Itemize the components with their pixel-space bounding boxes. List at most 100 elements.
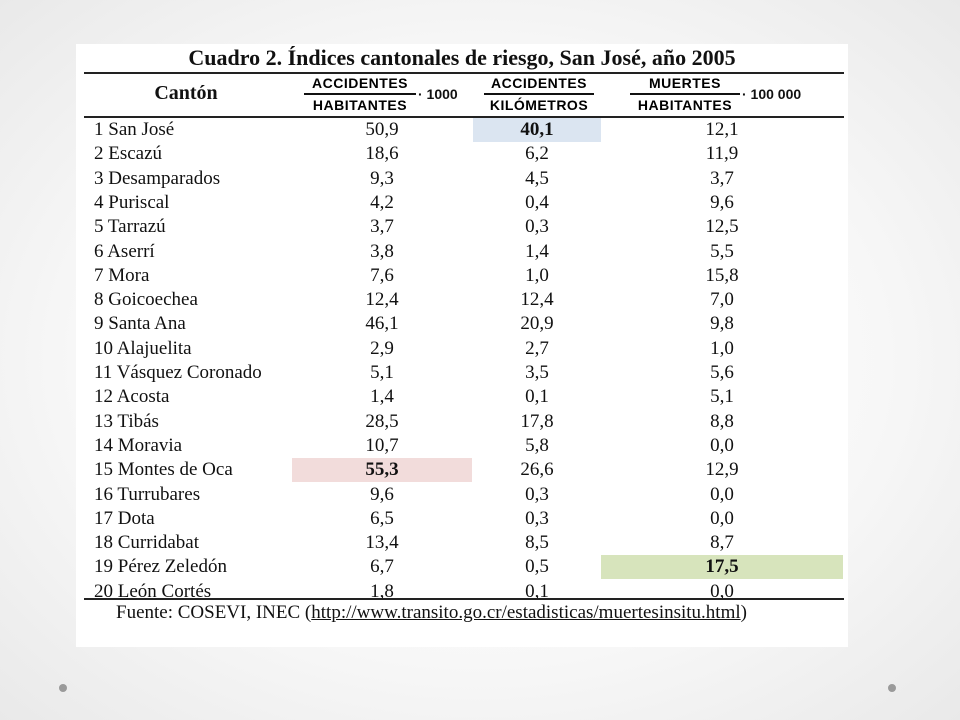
cell-accidents-per-inhabitants: 46,1 xyxy=(365,313,399,335)
source-suffix: ) xyxy=(740,602,747,623)
cell-deaths-per-inhabitants: 17,5 xyxy=(601,555,843,580)
cell-accidents-per-km: 0,4 xyxy=(525,191,549,213)
header-col-c-numerator: MUERTES xyxy=(649,75,721,91)
cell-accidents-per-inhabitants: 6,7 xyxy=(370,556,394,578)
cell-accidents-per-inhabitants: 9,3 xyxy=(370,167,394,189)
table-row: 6 Aserrí 3,8 1,4 5,5 xyxy=(76,240,848,264)
cell-deaths-per-inhabitants: 0,0 xyxy=(710,507,734,529)
cell-accidents-per-inhabitants: 28,5 xyxy=(365,410,399,432)
table-row: 5 Tarrazú 3,7 0,3 12,5 xyxy=(76,215,848,239)
fraction-bar xyxy=(304,93,416,95)
cell-accidents-per-km: 0,1 xyxy=(525,580,549,602)
cell-accidents-per-km: 17,8 xyxy=(520,410,554,432)
cell-deaths-per-inhabitants: 15,8 xyxy=(705,264,739,286)
cell-canton: 16 Turrubares xyxy=(94,483,201,505)
cell-deaths-per-inhabitants: 5,5 xyxy=(710,240,734,262)
cell-accidents-per-km: 20,9 xyxy=(520,313,554,335)
cell-accidents-per-km: 0,3 xyxy=(525,507,549,529)
cell-accidents-per-inhabitants: 3,8 xyxy=(370,240,394,262)
cell-deaths-per-inhabitants: 5,1 xyxy=(710,386,734,408)
header-canton: Cantón xyxy=(154,82,218,104)
source-prefix: Fuente: COSEVI, INEC ( xyxy=(116,602,312,623)
header-col-c: MUERTES HABITANTES xyxy=(630,74,740,114)
cell-deaths-per-inhabitants: 1,0 xyxy=(710,337,734,359)
cell-canton: 20 León Cortés xyxy=(94,580,212,602)
cell-accidents-per-inhabitants: 13,4 xyxy=(365,532,399,554)
header-col-c-multiplier: · 100 000 xyxy=(742,86,802,102)
cell-deaths-per-inhabitants: 9,8 xyxy=(710,313,734,335)
cell-accidents-per-inhabitants: 9,6 xyxy=(370,483,394,505)
table-row: 8 Goicoechea 12,4 12,4 7,0 xyxy=(76,288,848,312)
cell-deaths-per-inhabitants: 7,0 xyxy=(710,289,734,311)
cell-canton: 7 Mora xyxy=(94,264,150,286)
table-row: 2 Escazú 18,6 6,2 11,9 xyxy=(76,142,848,166)
table-row: 3 Desamparados 9,3 4,5 3,7 xyxy=(76,167,848,191)
cell-canton: 9 Santa Ana xyxy=(94,313,186,335)
cell-canton: 4 Puriscal xyxy=(94,191,170,213)
header-rule xyxy=(84,116,844,118)
cell-accidents-per-inhabitants: 1,8 xyxy=(370,580,394,602)
table-row: 15 Montes de Oca 55,3 26,6 12,9 xyxy=(76,458,848,483)
cell-canton: 11 Vásquez Coronado xyxy=(94,362,262,383)
cell-accidents-per-inhabitants: 2,9 xyxy=(370,337,394,359)
cell-accidents-per-km: 2,7 xyxy=(525,337,549,359)
table-row: 7 Mora 7,6 1,0 15,8 xyxy=(76,264,848,288)
cell-canton: 6 Aserrí xyxy=(94,240,155,262)
header-col-c-denominator: HABITANTES xyxy=(637,97,733,113)
cell-accidents-per-inhabitants: 6,5 xyxy=(370,507,394,529)
slide-dot-left xyxy=(59,684,67,692)
cell-accidents-per-inhabitants: 1,4 xyxy=(370,386,394,408)
cell-accidents-per-km: 40,1 xyxy=(473,118,601,142)
cell-canton: 12 Acosta xyxy=(94,386,170,408)
table-row: 11 Vásquez Coronado 5,1 3,5 5,6 xyxy=(76,361,848,385)
slide-dot-right xyxy=(888,684,896,692)
cell-accidents-per-km: 4,5 xyxy=(525,167,549,189)
table-title: Cuadro 2. Índices cantonales de riesgo, … xyxy=(188,45,736,70)
cell-accidents-per-km: 1,4 xyxy=(525,240,549,262)
table-row: 19 Pérez Zeledón 6,7 0,5 17,5 xyxy=(76,555,848,580)
table-row: 17 Dota 6,5 0,3 0,0 xyxy=(76,507,848,531)
cell-canton: 18 Curridabat xyxy=(94,532,200,554)
cell-canton: 17 Dota xyxy=(94,507,155,529)
header-col-b: ACCIDENTES KILÓMETROS xyxy=(484,74,594,114)
cell-deaths-per-inhabitants: 0,0 xyxy=(710,483,734,505)
cell-accidents-per-km: 8,5 xyxy=(525,532,549,554)
source-link[interactable]: http://www.transito.go.cr/estadisticas/m… xyxy=(311,602,741,623)
table-row: 10 Alajuelita 2,9 2,7 1,0 xyxy=(76,337,848,361)
header-col-a-denominator: HABITANTES xyxy=(312,97,408,113)
cell-accidents-per-km: 12,4 xyxy=(520,289,554,311)
table-row: 12 Acosta 1,4 0,1 5,1 xyxy=(76,385,848,409)
cell-accidents-per-km: 26,6 xyxy=(520,459,554,481)
cell-canton: 15 Montes de Oca xyxy=(94,459,233,481)
header-col-a-multiplier: · 1000 xyxy=(418,86,458,102)
cell-canton: 19 Pérez Zeledón xyxy=(94,556,227,578)
title-rule xyxy=(84,72,844,74)
cell-deaths-per-inhabitants: 5,6 xyxy=(710,362,734,383)
cell-deaths-per-inhabitants: 8,8 xyxy=(710,410,734,432)
table-row: 13 Tibás 28,5 17,8 8,8 xyxy=(76,410,848,434)
cell-accidents-per-inhabitants: 50,9 xyxy=(365,119,399,140)
cell-accidents-per-km: 5,8 xyxy=(525,434,549,456)
table-row: 18 Curridabat 13,4 8,5 8,7 xyxy=(76,531,848,555)
cell-accidents-per-inhabitants: 7,6 xyxy=(370,264,394,286)
table-row: 9 Santa Ana 46,1 20,9 9,8 xyxy=(76,312,848,336)
fraction-bar xyxy=(630,93,740,95)
table-row: 4 Puriscal 4,2 0,4 9,6 xyxy=(76,191,848,215)
cell-accidents-per-inhabitants: 18,6 xyxy=(365,143,399,165)
table-row: 16 Turrubares 9,6 0,3 0,0 xyxy=(76,483,848,507)
cell-deaths-per-inhabitants: 8,7 xyxy=(710,532,734,554)
header-col-a-numerator: ACCIDENTES xyxy=(311,75,408,91)
fraction-bar xyxy=(484,93,594,95)
cell-accidents-per-inhabitants: 55,3 xyxy=(292,458,472,483)
cell-deaths-per-inhabitants: 12,1 xyxy=(705,119,739,140)
cell-accidents-per-inhabitants: 12,4 xyxy=(365,289,399,311)
cell-canton: 1 San José xyxy=(94,119,175,140)
cell-accidents-per-km: 3,5 xyxy=(525,362,549,383)
footer-rule xyxy=(84,598,844,600)
cell-canton: 10 Alajuelita xyxy=(94,337,192,359)
cell-accidents-per-km: 0,1 xyxy=(525,386,549,408)
cell-deaths-per-inhabitants: 0,0 xyxy=(710,580,734,602)
table-row: 1 San José 50,9 40,1 12,1 xyxy=(76,118,848,142)
cell-canton: 8 Goicoechea xyxy=(94,289,198,311)
cell-accidents-per-km: 6,2 xyxy=(525,143,549,165)
